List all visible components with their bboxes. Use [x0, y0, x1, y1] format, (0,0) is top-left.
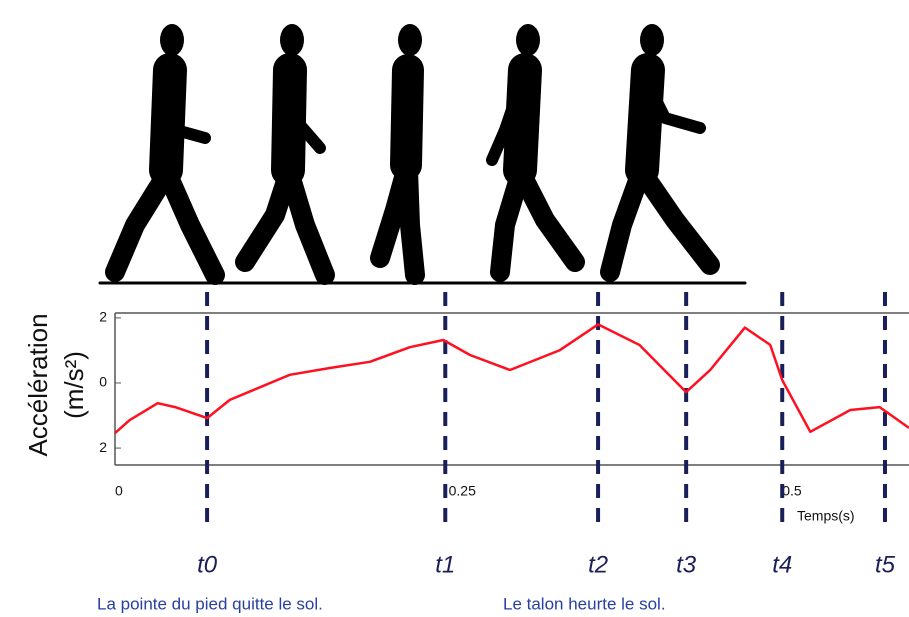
- event-label: t4: [772, 551, 792, 578]
- y-tick-label: 2: [99, 439, 107, 455]
- event-label: t3: [676, 551, 697, 578]
- caption: Le talon heurte le sol.: [503, 594, 666, 613]
- event-label: t2: [588, 551, 608, 578]
- event-label: t5: [875, 551, 896, 578]
- y-axis-unit: (m/s²): [59, 351, 89, 419]
- y-axis-label: Accélération: [23, 313, 53, 456]
- x-tick-label: 0.5: [782, 483, 802, 499]
- y-tick-label: 0: [99, 374, 107, 390]
- walker-figure: [235, 24, 335, 285]
- event-label: t1: [435, 551, 455, 578]
- walking-figures: [98, 24, 747, 285]
- y-tick-label: 2: [99, 309, 107, 325]
- x-tick-label: 0: [115, 483, 123, 499]
- caption: La pointe du pied quitte le sol.: [97, 594, 323, 613]
- data-line: [114, 323, 909, 435]
- walker-figure: [370, 24, 425, 285]
- event-label: t0: [197, 551, 218, 578]
- x-axis-label: Temps(s): [797, 508, 855, 524]
- walker-figure: [486, 24, 585, 282]
- walker-figure: [105, 24, 225, 285]
- walker-figure: [600, 24, 720, 282]
- x-tick-label: 0.25: [449, 483, 476, 499]
